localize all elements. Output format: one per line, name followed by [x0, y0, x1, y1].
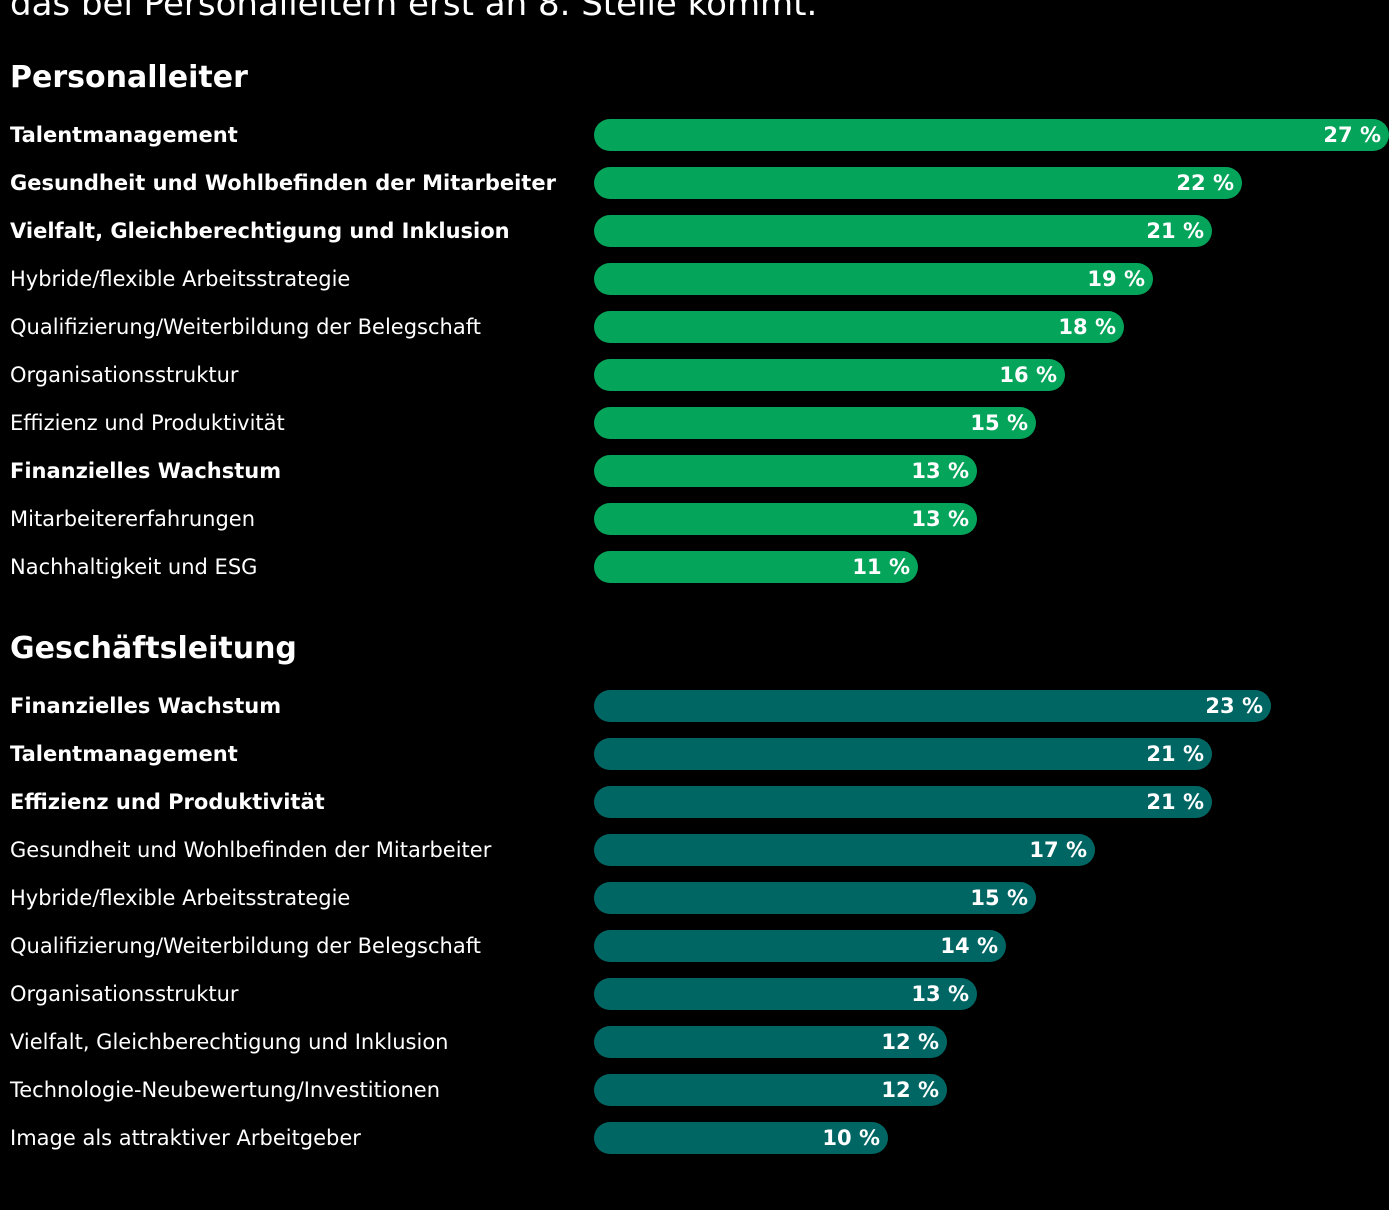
category-label: Finanzielles Wachstum [10, 694, 282, 718]
category-label: Vielfalt, Gleichberechtigung und Inklusi… [10, 1030, 449, 1054]
bar [594, 167, 1242, 199]
category-label: Mitarbeitererfahrungen [10, 507, 256, 531]
bar-value-label: 11 % [852, 555, 910, 579]
category-label: Technologie-Neubewertung/Investitionen [10, 1078, 441, 1102]
bar [594, 786, 1212, 818]
bar [594, 407, 1036, 439]
category-label: Image als attraktiver Arbeitgeber [10, 1126, 361, 1150]
category-label: Hybride/flexible Arbeitsstrategie [10, 886, 351, 910]
bar [594, 1026, 947, 1058]
bar-value-label: 12 % [881, 1030, 939, 1054]
category-label: Organisationsstruktur [10, 982, 239, 1006]
bar-value-label: 14 % [940, 934, 998, 958]
bar [594, 503, 977, 535]
category-label: Finanzielles Wachstum [10, 459, 282, 483]
category-label: Organisationsstruktur [10, 363, 239, 387]
bar-value-label: 21 % [1146, 219, 1204, 243]
bar [594, 690, 1271, 722]
bar-value-label: 17 % [1029, 838, 1087, 862]
category-label: Hybride/flexible Arbeitsstrategie [10, 267, 351, 291]
bar [594, 738, 1212, 770]
bar [594, 551, 918, 583]
bar [594, 1122, 888, 1154]
bar [594, 455, 977, 487]
category-label: Effizienz und Produktivität [10, 790, 325, 814]
bar [594, 311, 1124, 343]
bar-value-label: 18 % [1058, 315, 1116, 339]
bar-value-label: 15 % [970, 886, 1028, 910]
bar-value-label: 23 % [1205, 694, 1263, 718]
category-label: Gesundheit und Wohlbefinden der Mitarbei… [10, 171, 556, 195]
bar-value-label: 21 % [1146, 790, 1204, 814]
bar-value-label: 22 % [1176, 171, 1234, 195]
bar-value-label: 27 % [1323, 123, 1381, 147]
bar-value-label: 21 % [1146, 742, 1204, 766]
bar [594, 834, 1095, 866]
bar [594, 263, 1153, 295]
bar-value-label: 13 % [911, 507, 969, 531]
bar-value-label: 16 % [999, 363, 1057, 387]
bar [594, 978, 977, 1010]
bar [594, 215, 1212, 247]
bar [594, 359, 1065, 391]
bar [594, 1074, 947, 1106]
section-title-geschaeftsleitung: Geschäftsleitung [10, 631, 297, 666]
bar [594, 882, 1036, 914]
bar-value-label: 19 % [1087, 267, 1145, 291]
category-label: Gesundheit und Wohlbefinden der Mitarbei… [10, 838, 492, 862]
section-title-personalleiter: Personalleiter [10, 60, 248, 95]
category-label: Vielfalt, Gleichberechtigung und Inklusi… [10, 219, 510, 243]
bar-value-label: 10 % [822, 1126, 880, 1150]
category-label: Qualifizierung/Weiterbildung der Belegsc… [10, 934, 481, 958]
bar-value-label: 13 % [911, 982, 969, 1006]
bar [594, 119, 1389, 151]
category-label: Nachhaltigkeit und ESG [10, 555, 258, 579]
category-label: Effizienz und Produktivität [10, 411, 285, 435]
category-label: Talentmanagement [10, 123, 238, 147]
bar-value-label: 13 % [911, 459, 969, 483]
bar-value-label: 12 % [881, 1078, 939, 1102]
intro-text: das bei Personalleitern erst an 8. Stell… [10, 0, 818, 24]
bar-value-label: 15 % [970, 411, 1028, 435]
bar [594, 930, 1006, 962]
category-label: Qualifizierung/Weiterbildung der Belegsc… [10, 315, 481, 339]
category-label: Talentmanagement [10, 742, 238, 766]
